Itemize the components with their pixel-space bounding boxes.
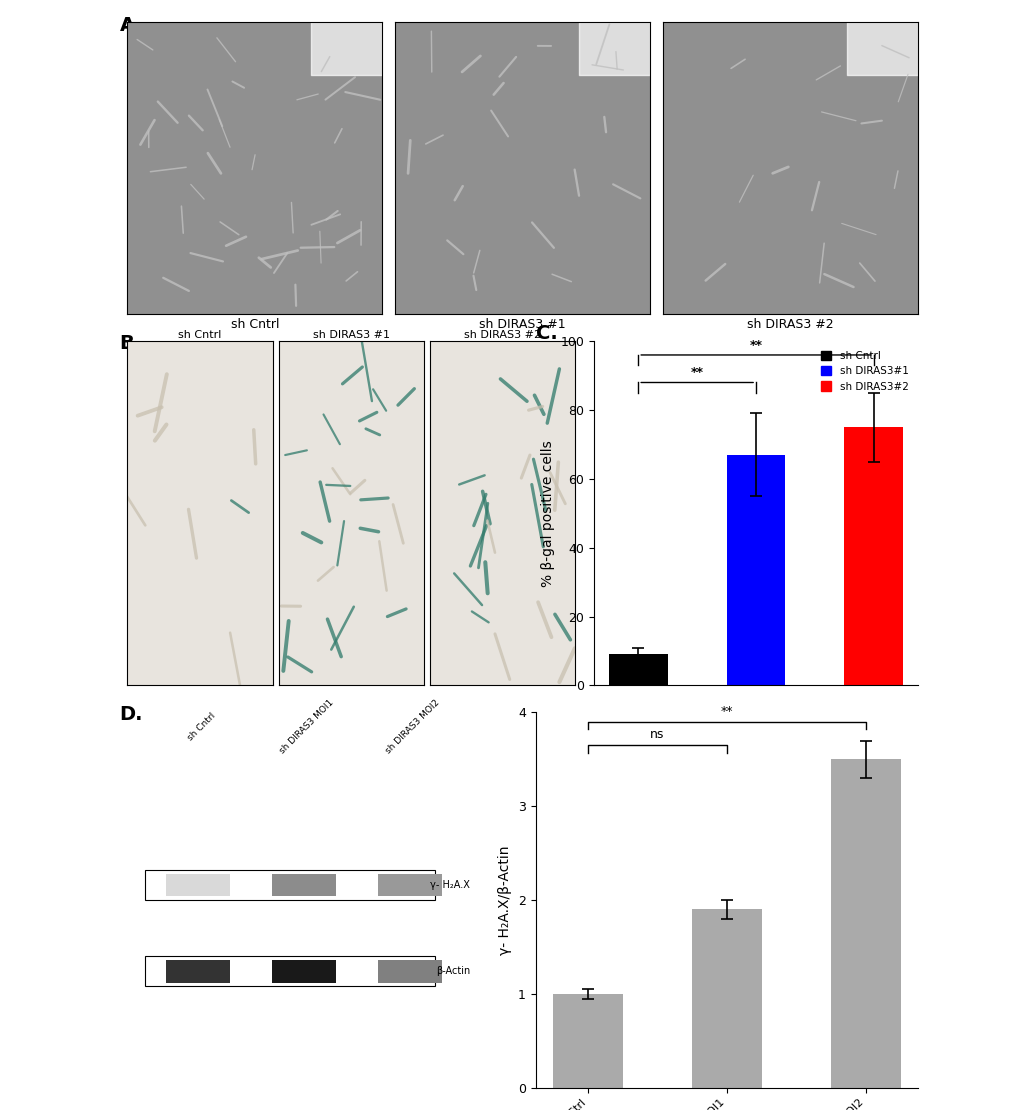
FancyBboxPatch shape [145, 957, 434, 987]
Bar [552, 993, 622, 1088]
Bar [608, 655, 667, 685]
Bar [726, 455, 785, 685]
FancyBboxPatch shape [166, 960, 229, 982]
Bar [844, 427, 903, 685]
Text: γ- H₂A.X: γ- H₂A.X [430, 880, 470, 890]
Text: **: ** [749, 339, 762, 352]
Text: D.: D. [119, 705, 143, 724]
FancyBboxPatch shape [378, 960, 441, 982]
FancyBboxPatch shape [145, 870, 434, 900]
Text: **: ** [719, 705, 733, 718]
Text: **: ** [690, 366, 703, 379]
Bar [830, 759, 900, 1088]
FancyBboxPatch shape [166, 874, 229, 896]
Title: sh Cntrl: sh Cntrl [178, 331, 221, 341]
Y-axis label: % β-gal positive cells: % β-gal positive cells [540, 440, 554, 587]
Bar [691, 909, 761, 1088]
Title: sh DIRAS3 #1: sh DIRAS3 #1 [313, 331, 389, 341]
X-axis label: sh DIRAS3 #1: sh DIRAS3 #1 [479, 319, 566, 332]
Text: B.: B. [119, 334, 142, 353]
FancyBboxPatch shape [272, 874, 335, 896]
Text: sh Cntrl: sh Cntrl [185, 712, 217, 743]
Legend: sh Cntrl, sh DIRAS3#1, sh DIRAS3#2: sh Cntrl, sh DIRAS3#1, sh DIRAS3#2 [816, 346, 912, 396]
Text: A.: A. [119, 17, 143, 36]
X-axis label: sh Cntrl: sh Cntrl [230, 319, 279, 332]
FancyBboxPatch shape [378, 874, 441, 896]
Text: C.: C. [535, 324, 557, 343]
Text: sh DIRAS3 MOI1: sh DIRAS3 MOI1 [278, 698, 335, 756]
Title: sh DIRAS3 #2: sh DIRAS3 #2 [464, 331, 540, 341]
Text: β-Actin: β-Actin [435, 967, 470, 977]
X-axis label: sh DIRAS3 #2: sh DIRAS3 #2 [747, 319, 833, 332]
Y-axis label: γ- H₂A.X/β-Actin: γ- H₂A.X/β-Actin [498, 846, 512, 955]
Text: sh DIRAS3 MOI2: sh DIRAS3 MOI2 [384, 698, 441, 756]
FancyBboxPatch shape [272, 960, 335, 982]
Text: ns: ns [649, 728, 663, 741]
